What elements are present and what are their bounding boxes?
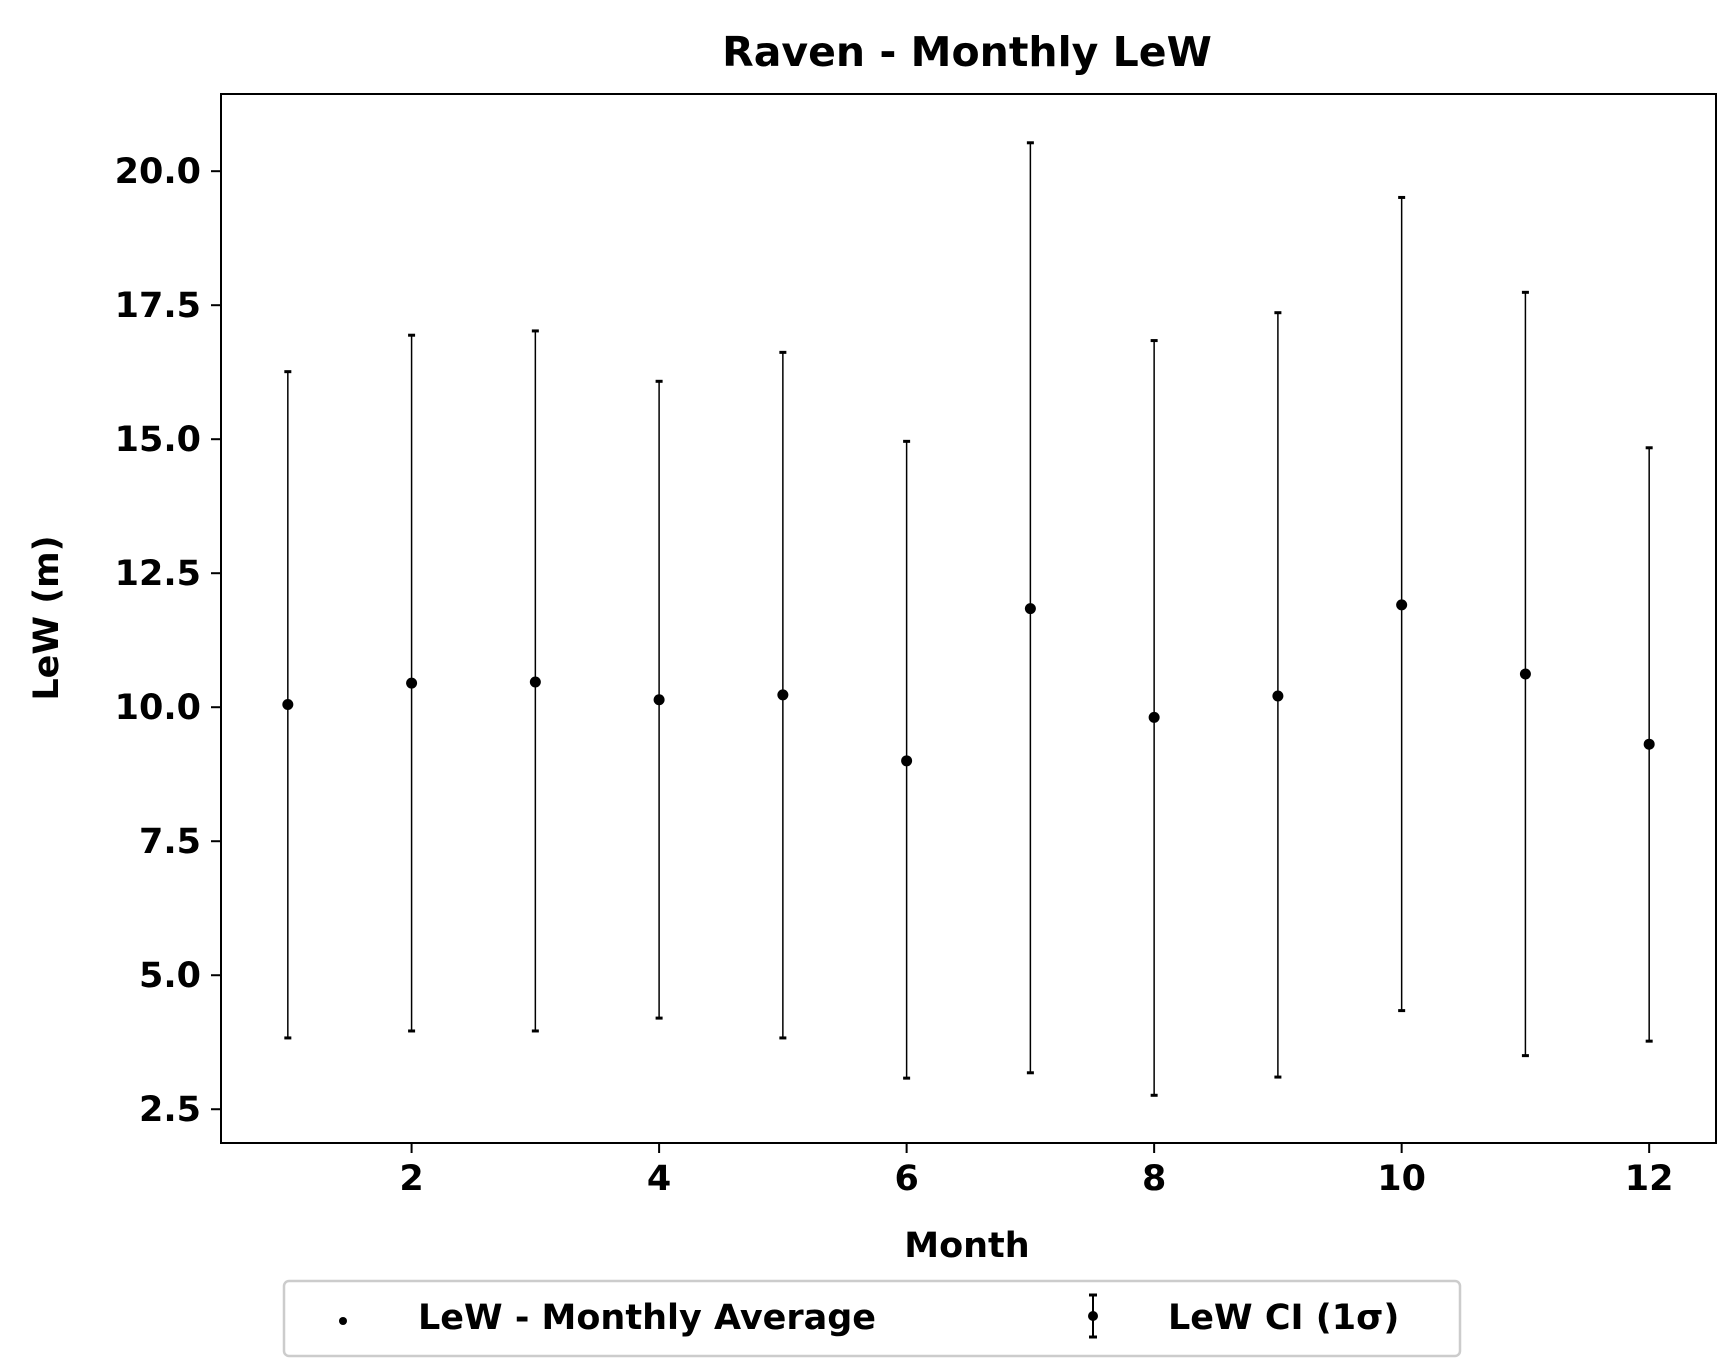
legend: LeW - Monthly Average LeW CI (1σ) [282, 1279, 1462, 1358]
legend-marker-errorbar [1088, 1293, 1098, 1339]
data-point-10 [1396, 599, 1408, 611]
x-tick-label: 4 [647, 1159, 671, 1199]
axes-frame [220, 93, 1717, 1144]
data-point-2 [406, 677, 418, 689]
x-axis: 2 4 6 8 10 12 [399, 1143, 1674, 1199]
chart-title: Raven - Monthly LeW [722, 28, 1212, 76]
y-axis-label: LeW (m) [27, 535, 67, 700]
x-tick-label: 2 [399, 1159, 423, 1199]
legend-frame [282, 1279, 1462, 1358]
data-point-4 [653, 694, 665, 706]
x-axis-label: Month [904, 1226, 1029, 1266]
y-tick-label: 10.0 [115, 688, 201, 728]
legend-label-errorbar: LeW CI (1σ) [1168, 1298, 1399, 1338]
data-point-12 [1643, 738, 1655, 750]
data-point-5 [777, 689, 789, 701]
legend-marker-average [339, 1317, 347, 1325]
y-tick-label: 5.0 [139, 956, 201, 996]
x-tick-label: 12 [1625, 1159, 1674, 1199]
y-tick-label: 12.5 [115, 554, 201, 594]
plot-area [220, 93, 1717, 1144]
data-point-7 [1024, 603, 1036, 615]
data-point-9 [1272, 690, 1284, 702]
x-tick-label: 10 [1377, 1159, 1426, 1199]
y-tick-label: 17.5 [115, 286, 201, 326]
data-point-6 [901, 755, 913, 767]
y-tick-label: 15.0 [115, 420, 201, 460]
y-tick-label: 20.0 [115, 152, 201, 192]
y-tick-label: 2.5 [139, 1090, 201, 1130]
data-point-8 [1148, 711, 1160, 723]
data-point-1 [282, 699, 294, 711]
data-point-3 [529, 676, 541, 688]
data-point-11 [1519, 668, 1531, 680]
x-tick-label: 8 [1142, 1159, 1166, 1199]
x-tick-label: 6 [894, 1159, 918, 1199]
legend-label-average: LeW - Monthly Average [418, 1298, 876, 1338]
y-tick-label: 7.5 [139, 822, 201, 862]
y-axis: 2.5 5.0 7.5 10.0 12.5 15.0 17.5 20.0 [115, 152, 221, 1130]
